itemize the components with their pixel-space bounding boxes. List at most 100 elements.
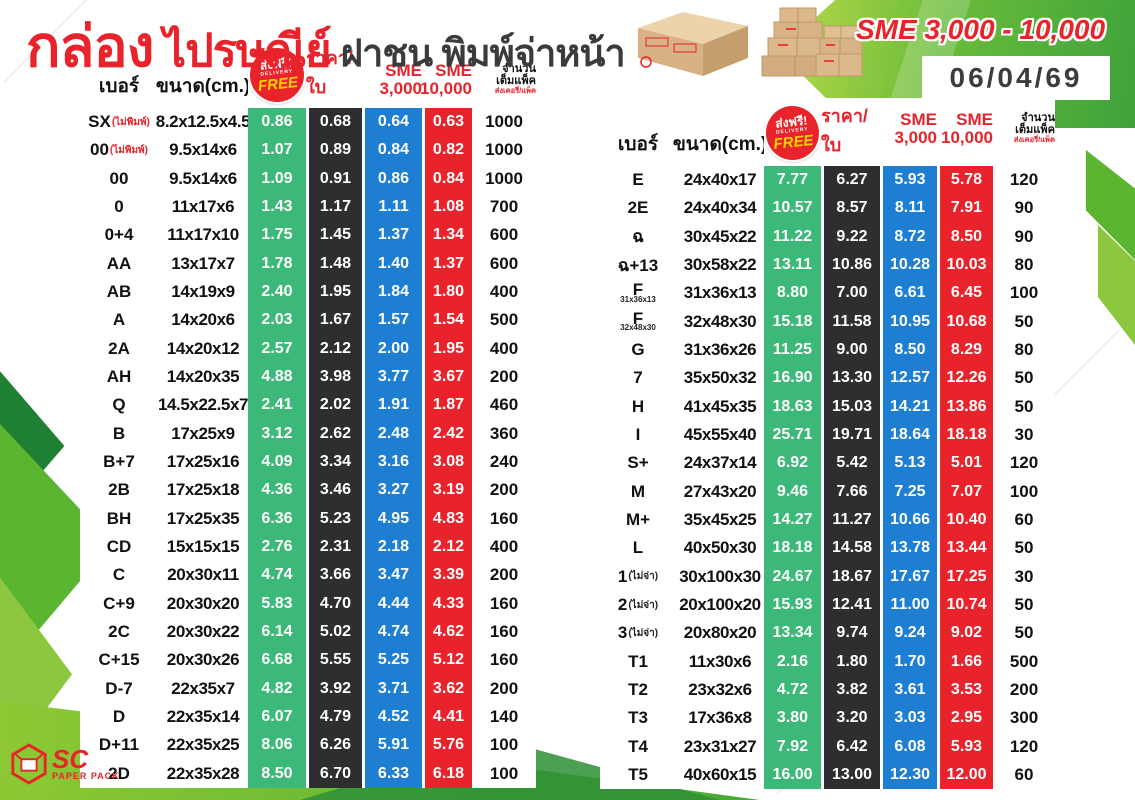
price-free-shipping: 15.93 [764,590,821,620]
box-size: 41x45x35 [676,392,764,421]
price-sme-10000: 10.03 [937,250,993,280]
box-number: CD [80,532,158,562]
price-per-piece: 13.00 [821,760,880,790]
price-sme-10000: 1.54 [422,306,472,335]
box-number: G [600,335,676,365]
price-sme-3000: 3.16 [362,447,422,477]
box-size: 32x48x30 [676,307,764,336]
box-size: 17x25x18 [158,476,248,505]
box-number: T1 [600,647,676,676]
price-free-shipping: 11.22 [764,222,821,251]
column-header-price: ราคา/ใบ [821,98,880,166]
price-sme-10000: 10.40 [937,505,993,535]
price-sme-10000: 13.86 [937,392,993,421]
box-size: 30x45x22 [676,222,764,251]
price-sme-10000: 3.19 [422,476,472,505]
price-sme-3000: 8.72 [880,222,937,251]
free-delivery-badge: ส่งฟรี! DELIVERY FREE [761,101,824,165]
price-per-piece: 5.55 [306,646,362,675]
price-free-shipping: 25.71 [764,420,821,450]
price-free-shipping: 4.09 [248,447,306,477]
price-sme-3000: 1.91 [362,391,422,420]
box-number: 2A [80,334,158,363]
price-per-piece: 10.86 [821,250,880,280]
pack-quantity: 240 [472,447,536,477]
price-free-shipping: 4.74 [248,561,306,590]
price-sme-10000: 4.83 [422,504,472,533]
price-free-shipping: 1.07 [248,136,306,165]
price-sme-10000: 0.63 [422,108,472,137]
price-sme-10000: 7.91 [937,194,993,223]
box-size: 17x25x35 [158,504,248,533]
price-free-shipping: 7.77 [764,166,821,195]
price-sme-10000: 1.66 [937,647,993,676]
price-free-shipping: 4.36 [248,476,306,505]
pack-quantity: 400 [472,532,536,562]
box-number: 0 [80,192,158,222]
price-sme-10000: 1.08 [422,192,472,222]
box-size: 20x30x22 [158,617,248,647]
pack-quantity: 50 [993,307,1055,336]
price-per-piece: 3.46 [306,476,362,505]
price-free-shipping: 2.41 [248,391,306,420]
price-free-shipping: 13.34 [764,619,821,648]
title-main: กล่อง [26,15,155,79]
price-per-piece: 11.27 [821,505,880,535]
box-number: A [80,306,158,335]
price-free-shipping: 4.72 [764,675,821,705]
price-free-shipping: 0.86 [248,108,306,137]
box-size: 31x36x13 [676,279,764,308]
cardboard-boxes-photo [638,7,863,77]
column-header-number: เบอร์ [80,58,158,108]
price-free-shipping: 2.40 [248,277,306,307]
pack-quantity: 500 [472,306,536,335]
price-sme-3000: 12.30 [880,760,937,790]
price-free-shipping: 6.36 [248,504,306,533]
box-number: 3 (ไม่จ่า) [600,619,676,648]
price-sme-3000: 10.28 [880,250,937,280]
price-per-piece: 0.68 [306,108,362,137]
pack-quantity: 30 [993,562,1055,591]
price-sme-3000: 3.71 [362,674,422,703]
logo-name: PAPER PACK [52,770,120,781]
pack-quantity: 1000 [472,164,536,193]
box-size: 40x60x15 [676,760,764,790]
title-secondary: ไปรษณีย์ [163,25,332,76]
title-tertiary: ฝาชน พิมพ์จ่าหน้า [340,33,626,75]
box-size: 11x17x10 [158,221,248,250]
box-size: 23x31x27 [676,732,764,761]
price-per-piece: 3.34 [306,447,362,477]
price-sme-3000: 3.03 [880,704,937,733]
box-number: B [80,419,158,448]
price-free-shipping: 8.50 [248,759,306,788]
price-sme-10000: 8.50 [937,222,993,251]
box-size: 14x19x9 [158,277,248,307]
price-sme-10000: 10.68 [937,307,993,336]
box-logo-icon [11,743,47,785]
box-size: 17x25x9 [158,419,248,448]
column-header-free: ส่งฟรี! DELIVERY FREE [761,98,824,166]
box-size: 40x50x30 [676,534,764,563]
price-sme-10000: 18.18 [937,420,993,450]
box-number: 00 [80,164,158,193]
pack-quantity: 120 [993,166,1055,195]
column-header-quantity: จำนวน เต็มแพ็ค ส่งเคอรี่/แพ็ค [993,98,1055,166]
pack-quantity: 50 [993,619,1055,648]
price-sme-10000: 6.18 [422,759,472,788]
column-header-sme3000: SME 3,000 [880,98,937,166]
price-sme-10000: 3.53 [937,675,993,705]
price-sme-3000: 0.84 [362,136,422,165]
price-sme-10000: 1.34 [422,221,472,250]
price-per-piece: 2.02 [306,391,362,420]
pack-quantity: 80 [993,335,1055,365]
pack-quantity: 160 [472,617,536,647]
pack-quantity: 460 [472,391,536,420]
price-sme-10000: 10.74 [937,590,993,620]
box-number: L [600,534,676,563]
box-number-subsize: 31x36x13 [620,295,656,305]
box-number-note: (ไม่พิมพ์) [109,144,148,156]
price-free-shipping: 15.18 [764,307,821,336]
price-sme-10000: 2.12 [422,532,472,562]
price-per-piece: 12.41 [821,590,880,620]
price-sme-10000: 13.44 [937,534,993,563]
